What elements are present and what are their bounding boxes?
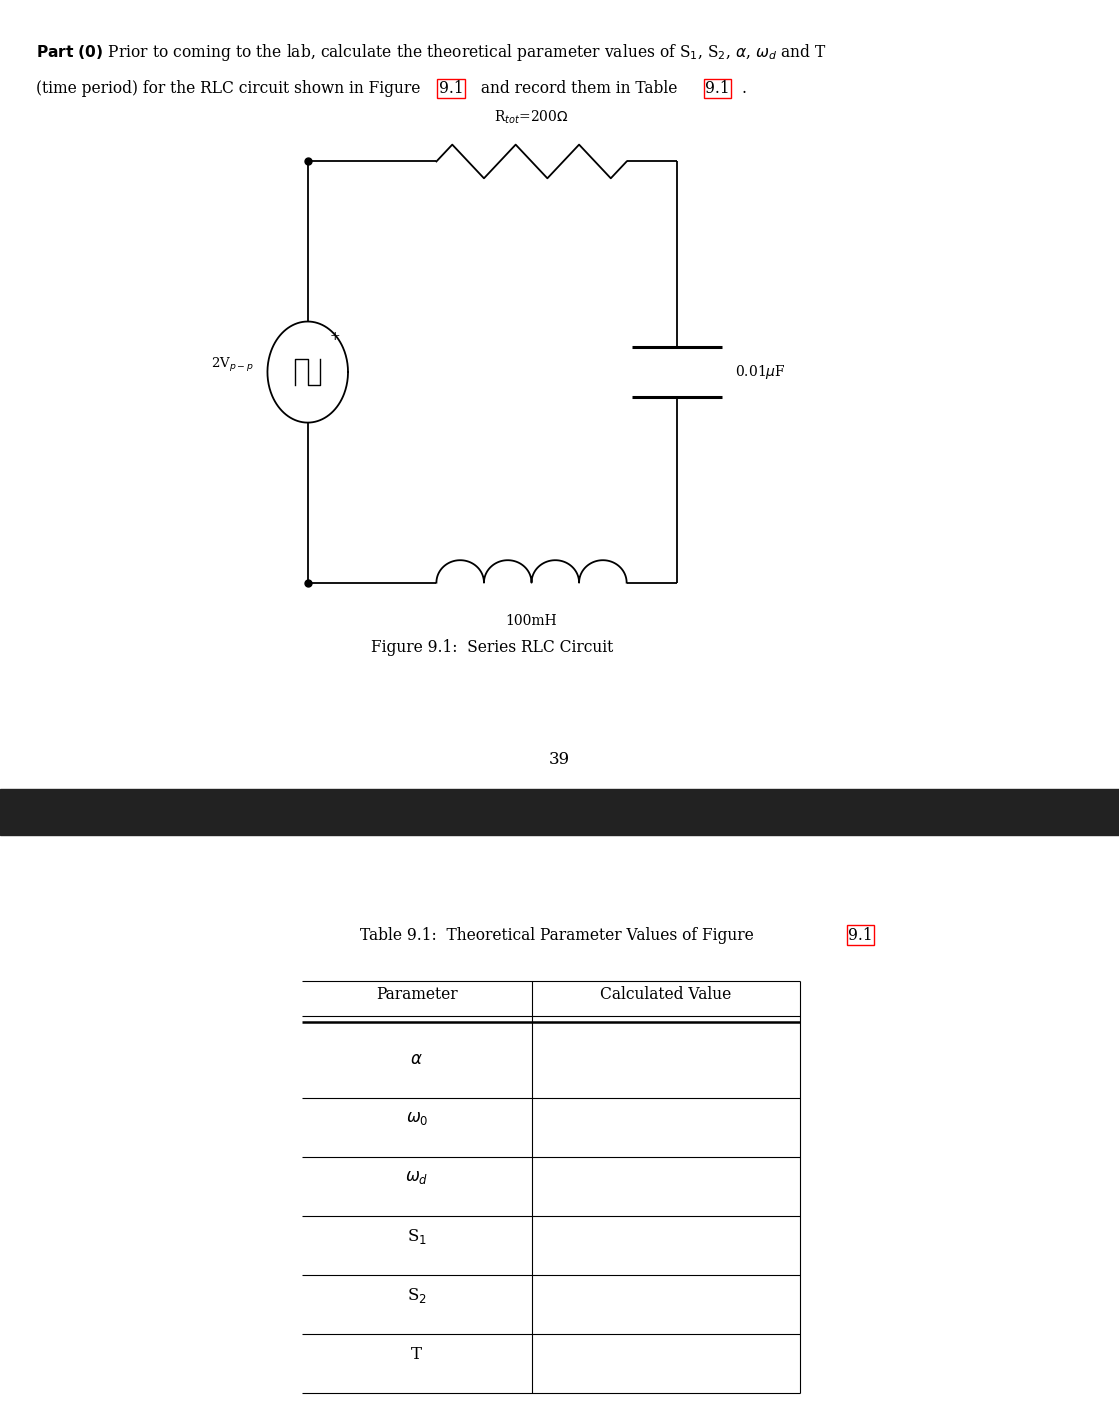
Text: 9.1: 9.1 bbox=[848, 927, 873, 943]
Text: 9.1: 9.1 bbox=[439, 80, 463, 97]
Text: 2V$_{p-p}$: 2V$_{p-p}$ bbox=[211, 357, 254, 373]
Text: and record them in Table: and record them in Table bbox=[476, 80, 681, 97]
Text: 0.01$\mu$F: 0.01$\mu$F bbox=[735, 364, 786, 380]
Bar bbox=[0, 789, 1119, 835]
Text: +: + bbox=[330, 330, 340, 343]
Text: R$_{tot}$=200$\Omega$: R$_{tot}$=200$\Omega$ bbox=[495, 110, 568, 126]
Text: $\mathbf{Part\ (0)}$ Prior to coming to the lab, calculate the theoretical param: $\mathbf{Part\ (0)}$ Prior to coming to … bbox=[36, 42, 826, 63]
Text: 100mH: 100mH bbox=[506, 614, 557, 628]
Text: T: T bbox=[412, 1346, 422, 1363]
Text: 39: 39 bbox=[549, 751, 570, 768]
Text: Calculated Value: Calculated Value bbox=[600, 986, 732, 1002]
Text: S$_2$: S$_2$ bbox=[407, 1286, 426, 1304]
Text: 9.1: 9.1 bbox=[705, 80, 730, 97]
Text: S$_1$: S$_1$ bbox=[407, 1227, 426, 1245]
Text: Parameter: Parameter bbox=[376, 986, 458, 1002]
Text: $\alpha$: $\alpha$ bbox=[411, 1052, 423, 1068]
Text: .: . bbox=[742, 80, 746, 97]
Text: $\omega_d$: $\omega_d$ bbox=[405, 1170, 429, 1186]
Text: (time period) for the RLC circuit shown in Figure: (time period) for the RLC circuit shown … bbox=[36, 80, 425, 97]
Text: Table 9.1:  Theoretical Parameter Values of Figure: Table 9.1: Theoretical Parameter Values … bbox=[360, 927, 759, 943]
Text: $\omega_0$: $\omega_0$ bbox=[405, 1111, 429, 1127]
Text: Figure 9.1:  Series RLC Circuit: Figure 9.1: Series RLC Circuit bbox=[372, 639, 613, 656]
